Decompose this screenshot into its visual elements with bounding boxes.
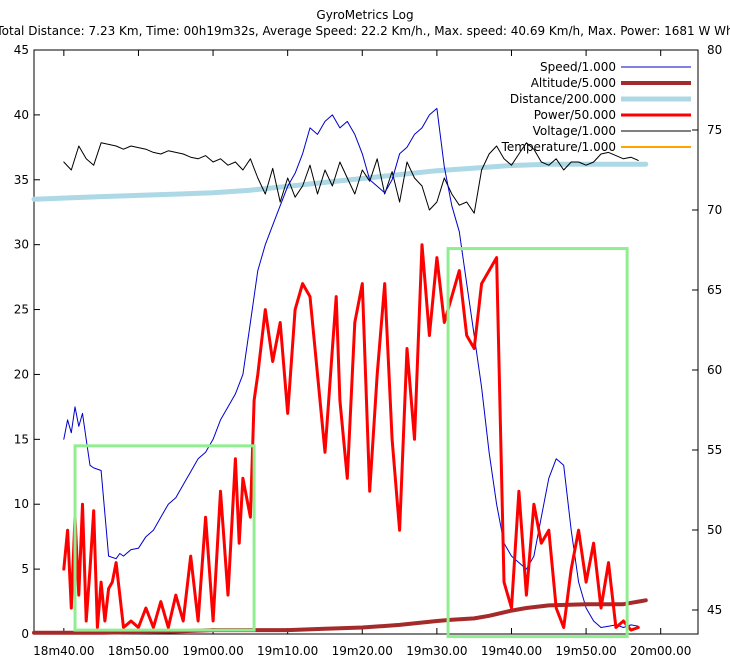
highlight-box xyxy=(73,444,256,632)
x-axis: 18m40.00 18m50.00 19m00.00 19m10.00 19m20.00… xyxy=(33,50,691,658)
y2-tick-label: 70 xyxy=(707,203,722,217)
y-tick-label: 5 xyxy=(21,562,29,576)
plot-frame xyxy=(33,49,699,635)
x-tick-label: 18m50.00 xyxy=(108,644,169,658)
y-tick-label: 15 xyxy=(14,432,29,446)
y-tick-label: 30 xyxy=(14,238,29,252)
y-tick-label: 25 xyxy=(14,303,29,317)
legend: Speed/1.000 Altitude/5.000 Distance/200.00… xyxy=(501,60,691,154)
y2-tick-label: 60 xyxy=(707,363,722,377)
x-tick-label: 20m00.00 xyxy=(630,644,691,658)
y2-tick-label: 55 xyxy=(707,443,722,457)
series-voltage-line xyxy=(63,142,639,214)
highlight-box xyxy=(446,247,629,639)
x-tick-label: 19m50.00 xyxy=(555,644,616,658)
legend-label-temperature: Temperature/1.000 xyxy=(501,140,616,154)
y2-tick-label: 65 xyxy=(707,283,722,297)
legend-label-speed: Speed/1.000 xyxy=(540,60,616,74)
y2-tick-label: 75 xyxy=(707,123,722,137)
y-axis-right: 45 50 55 60 65 70 75 80 xyxy=(692,43,722,617)
x-tick-label: 19m20.00 xyxy=(332,644,393,658)
y-tick-label: 35 xyxy=(14,173,29,187)
legend-label-power: Power/50.000 xyxy=(534,108,616,122)
x-tick-label: 19m30.00 xyxy=(406,644,467,658)
y2-tick-label: 50 xyxy=(707,523,722,537)
y2-tick-label: 45 xyxy=(707,603,722,617)
series-speed-line xyxy=(63,107,639,628)
chart-title: GyroMetrics Log xyxy=(316,8,413,22)
annotation-layer xyxy=(73,247,629,639)
x-tick-label: 19m40.00 xyxy=(481,644,542,658)
series-power-line xyxy=(62,243,640,632)
legend-label-altitude: Altitude/5.000 xyxy=(531,76,616,90)
y-tick-label: 20 xyxy=(14,367,29,381)
y-tick-label: 0 xyxy=(21,627,29,641)
series-altitude-line xyxy=(32,598,648,635)
series-layer xyxy=(31,107,649,635)
y-tick-label: 40 xyxy=(14,108,29,122)
y-tick-label: 10 xyxy=(14,497,29,511)
series-distance-line xyxy=(31,161,649,202)
x-tick-label: 18m40.00 xyxy=(33,644,94,658)
y2-tick-label: 80 xyxy=(707,43,722,57)
x-tick-label: 19m00.00 xyxy=(182,644,243,658)
y-tick-label: 45 xyxy=(14,43,29,57)
y-axis-left: 0 5 10 15 20 25 30 35 40 45 xyxy=(14,43,40,641)
legend-label-voltage: Voltage/1.000 xyxy=(533,124,616,138)
legend-label-distance: Distance/200.000 xyxy=(510,92,616,106)
chart-subtitle: Total Distance: 7.23 Km, Time: 00h19m32s… xyxy=(0,24,730,38)
x-tick-label: 19m10.00 xyxy=(257,644,318,658)
